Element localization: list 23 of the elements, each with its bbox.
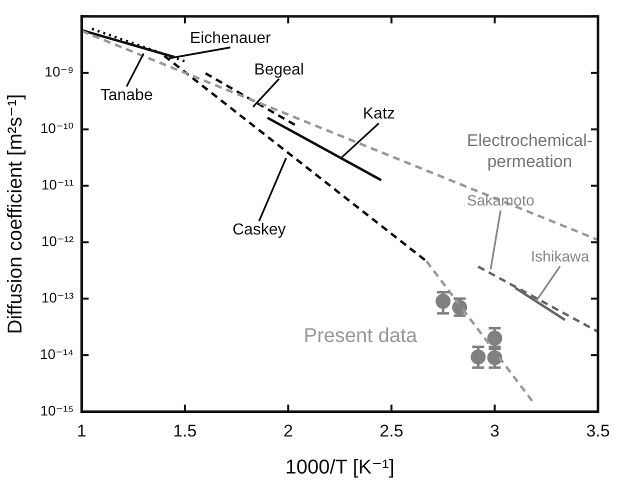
annotation: Katz: [362, 106, 395, 123]
annotation: Tanabe: [100, 86, 153, 104]
annotation: Caskey: [232, 221, 286, 238]
x-tick-label: 1: [76, 421, 86, 440]
x-tick-label: 2.5: [380, 421, 404, 440]
x-axis-title: 1000/T [K⁻¹]: [285, 456, 394, 479]
y-tick-label: 10⁻¹¹: [41, 176, 74, 193]
annotation: Begeal: [254, 61, 304, 78]
y-tick-label: 10⁻¹⁴: [40, 346, 74, 362]
y-tick-label: 10⁻¹²: [41, 233, 74, 250]
y-tick-label: 10⁻¹³: [41, 290, 74, 306]
annotation: Electrochemical- permeation: [466, 130, 593, 171]
x-tick-label: 3: [490, 421, 500, 440]
annotation: Ishikawa: [530, 248, 590, 266]
y-tick-label: 10⁻¹⁵: [40, 402, 74, 418]
annotation: Present data: [304, 325, 418, 348]
x-tick-label: 3.5: [586, 421, 610, 440]
annotation: Eichenauer: [190, 30, 272, 47]
y-tick-label: 10⁻⁹: [44, 64, 74, 80]
x-tick-label: 2: [283, 421, 293, 440]
y-tick-label: 10⁻¹⁰: [40, 120, 74, 136]
x-tick-label: 1.5: [173, 421, 197, 440]
y-axis-title: Diffusion coefficient [m²s⁻¹]: [4, 94, 27, 334]
